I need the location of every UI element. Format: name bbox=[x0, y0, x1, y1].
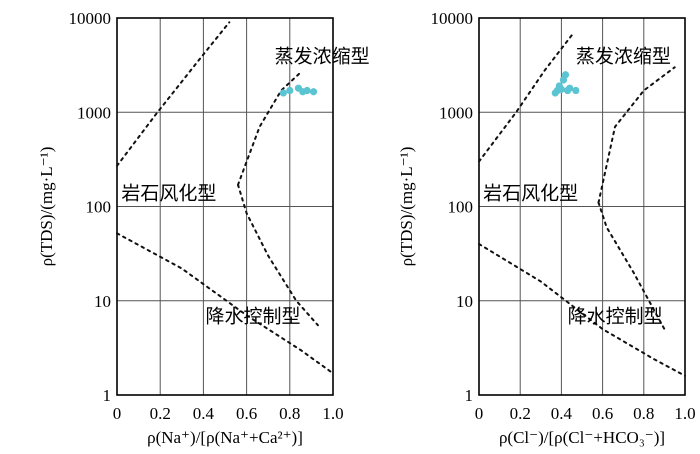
x-tick-label: 0 bbox=[113, 404, 122, 423]
y-tick-label: 1000 bbox=[77, 103, 111, 122]
y-tick-label: 100 bbox=[448, 198, 474, 217]
data-point bbox=[309, 88, 318, 96]
boundary-curve bbox=[116, 21, 231, 167]
region-label: 降水控制型 bbox=[568, 305, 663, 327]
boundary-curve bbox=[597, 66, 676, 204]
y-tick-label: 1000 bbox=[439, 103, 473, 122]
x-tick-label: 0.8 bbox=[279, 404, 300, 423]
plot-frame bbox=[478, 17, 686, 396]
y-tick-label: 1 bbox=[103, 386, 112, 405]
data-point bbox=[572, 86, 580, 95]
chart-left: 0 0.2 0.4 0.6 0.8 1.0 1 10 100 1000 10000 ρ(Na⁺)/[ρ… bbox=[37, 9, 370, 447]
boundary-curve bbox=[478, 243, 686, 377]
x-tick-label: 0.6 bbox=[592, 404, 613, 423]
data-point bbox=[566, 84, 574, 92]
region-label: 岩石风化型 bbox=[483, 183, 578, 205]
region-label: 蒸发浓缩型 bbox=[576, 46, 671, 68]
x-axis-title: ρ(Na⁺)/[ρ(Na⁺+Ca²⁺)] bbox=[147, 428, 303, 447]
boundary-curve bbox=[116, 232, 334, 375]
data-point bbox=[557, 85, 566, 93]
x-tick-label: 0.2 bbox=[150, 404, 171, 423]
x-tick-label: 0.2 bbox=[510, 404, 531, 423]
region-label: 降水控制型 bbox=[206, 305, 301, 327]
x-tick-label: 0.4 bbox=[193, 404, 215, 423]
x-tick-label: 0.6 bbox=[236, 404, 257, 423]
boundary-curve bbox=[597, 201, 666, 331]
data-point bbox=[286, 86, 294, 95]
x-tick-label: 0.4 bbox=[551, 404, 573, 423]
y-tick-label: 10000 bbox=[69, 9, 112, 28]
data-point bbox=[303, 86, 311, 95]
boundary-curve bbox=[478, 31, 575, 163]
data-point bbox=[279, 89, 287, 97]
x-axis-title: ρ(Cl⁻)/[ρ(Cl⁻+HCO₃⁻)] bbox=[499, 428, 665, 447]
region-label: 岩石风化型 bbox=[121, 183, 216, 205]
y-tick-label: 10 bbox=[456, 292, 473, 311]
x-tick-label: 1.0 bbox=[674, 404, 695, 423]
x-tick-label: 1.0 bbox=[322, 404, 343, 423]
y-tick-label: 10 bbox=[94, 292, 111, 311]
plot-frame bbox=[116, 17, 334, 396]
x-tick-label: 0 bbox=[475, 404, 484, 423]
y-axis-title: ρ(TDS)/(mg·L⁻¹) bbox=[37, 147, 56, 267]
y-tick-label: 100 bbox=[86, 198, 112, 217]
chart-right: 0 0.2 0.4 0.6 0.8 1.0 1 10 100 1000 10000 ρ(Cl⁻)/[ρ… bbox=[397, 9, 696, 447]
y-tick-label: 10000 bbox=[431, 9, 474, 28]
y-tick-label: 1 bbox=[465, 386, 474, 405]
boundary-curve bbox=[237, 183, 319, 327]
data-point bbox=[561, 71, 570, 79]
x-tick-label: 0.8 bbox=[633, 404, 654, 423]
y-axis-title: ρ(TDS)/(mg·L⁻¹) bbox=[397, 147, 416, 267]
region-label: 蒸发浓缩型 bbox=[275, 46, 370, 68]
boundary-curve bbox=[237, 71, 302, 186]
